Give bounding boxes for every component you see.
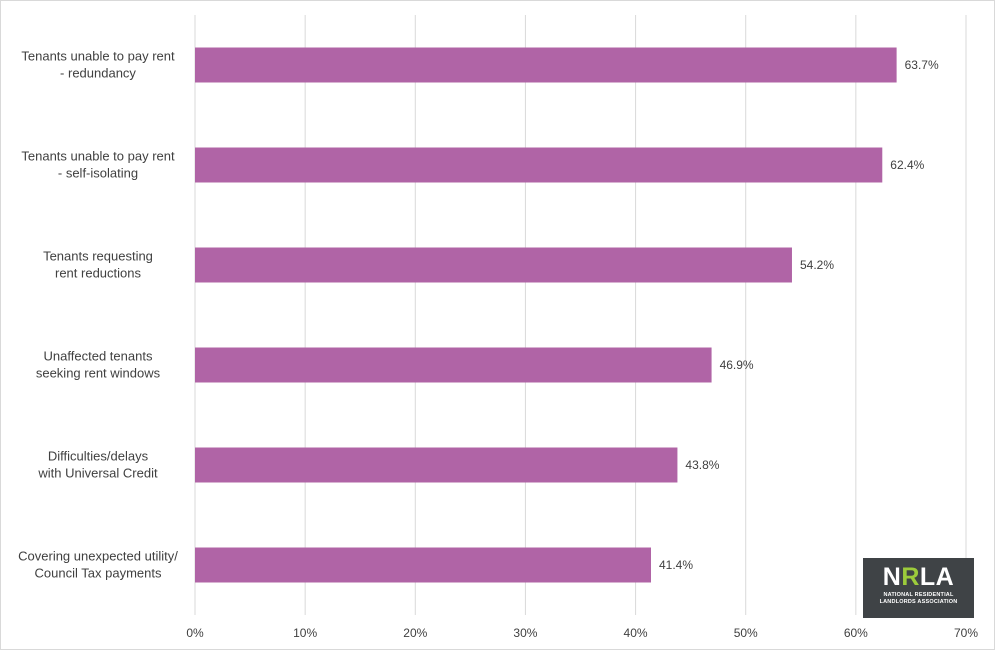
bar-0 <box>195 47 897 83</box>
x-tick-label: 30% <box>513 626 537 640</box>
x-tick-label: 0% <box>186 626 204 640</box>
category-label: Difficulties/delays with Universal Credit <box>37 449 158 481</box>
nrla-logo: NRLA NATIONAL RESIDENTIAL LANDLORDS ASSO… <box>863 558 974 618</box>
category-labels: Tenants unable to pay rent - redundancy Te… <box>18 49 178 581</box>
data-label: 54.2% <box>800 258 834 272</box>
data-label: 46.9% <box>720 358 754 372</box>
logo-wordmark: NRLA <box>882 563 955 591</box>
bar-2 <box>195 247 792 283</box>
x-tick-label: 10% <box>293 626 317 640</box>
x-tick-label: 70% <box>954 626 978 640</box>
data-label: 62.4% <box>890 158 924 172</box>
x-tick-label: 60% <box>844 626 868 640</box>
data-label: 63.7% <box>905 58 939 72</box>
category-label: Tenants unable to pay rent - self-isolati… <box>21 149 175 181</box>
category-label: Covering unexpected utility/Council Tax … <box>18 549 178 581</box>
bar-1 <box>195 147 883 183</box>
bars: 63.7% 62.4% 54.2% 46.9% 43.8% 41.4% <box>195 47 939 583</box>
bar-3 <box>195 347 712 383</box>
logo-subtitle: NATIONAL RESIDENTIAL LANDLORDS ASSOCIATI… <box>879 592 958 605</box>
bar-4 <box>195 447 678 483</box>
category-label: Tenants unable to pay rent - redundancy <box>21 49 175 81</box>
category-label: Tenants requesting rent reductions <box>43 249 153 281</box>
category-label: Unaffected tenants seeking rent windows <box>36 349 161 381</box>
x-tick-label: 50% <box>734 626 758 640</box>
bar-5 <box>195 547 651 583</box>
data-label: 43.8% <box>685 458 719 472</box>
x-tick-label: 40% <box>624 626 648 640</box>
x-tick-label: 20% <box>403 626 427 640</box>
gridlines <box>194 15 967 615</box>
data-label: 41.4% <box>659 558 693 572</box>
x-axis-ticks: 0% 10% 20% 30% 40% 50% 60% 70% <box>186 626 978 640</box>
